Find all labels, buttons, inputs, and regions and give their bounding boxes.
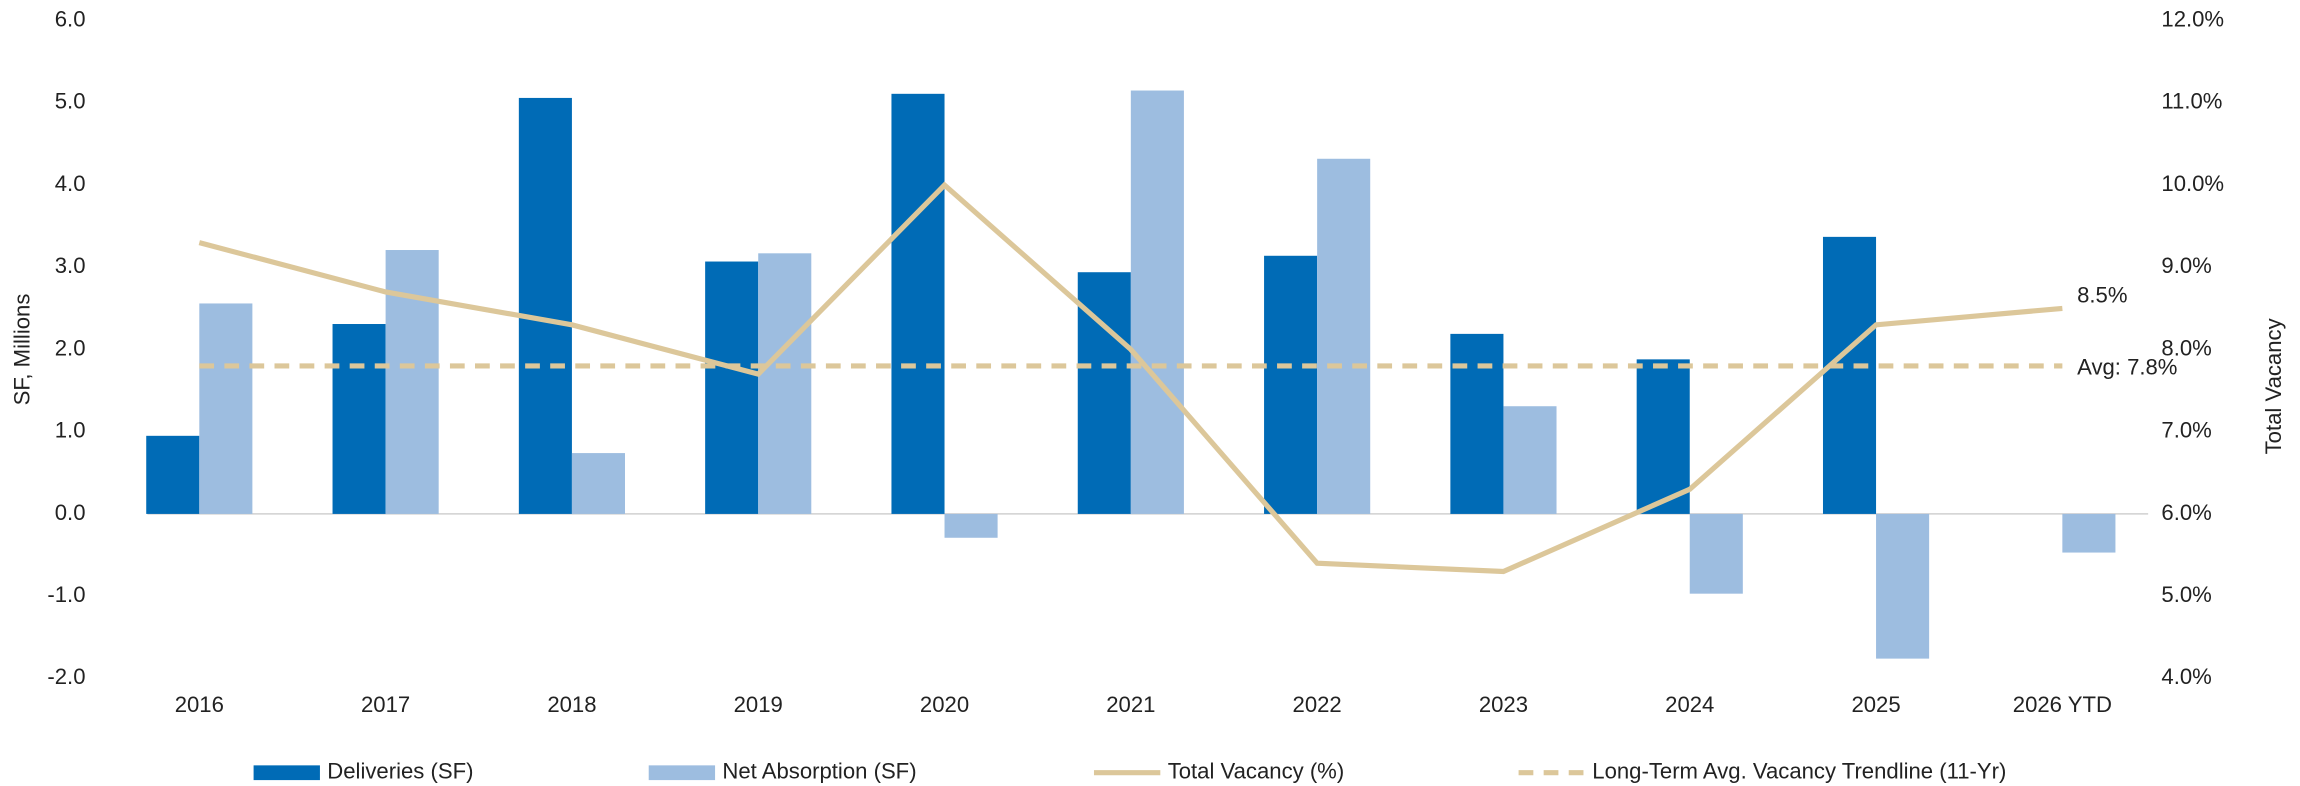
bar	[332, 324, 386, 514]
y-tick-label: 1.0	[55, 418, 86, 443]
data-label: 8.5%	[2077, 282, 2127, 307]
x-tick-label: 2018	[547, 692, 596, 717]
x-tick-label: 2022	[1293, 692, 1342, 717]
bar	[146, 435, 200, 514]
y-tick-label: 4.0	[55, 171, 86, 196]
bar	[385, 250, 439, 514]
y2-tick-label: 8.0%	[2161, 335, 2211, 360]
x-tick-label: 2025	[1851, 692, 1900, 717]
bar	[705, 261, 759, 514]
bar	[1503, 406, 1557, 514]
y2-tick-label: 10.0%	[2161, 171, 2224, 196]
x-tick-label: 2017	[361, 692, 410, 717]
y2-tick-label: 5.0%	[2161, 582, 2211, 607]
y-tick-label: 0.0	[55, 500, 86, 525]
y-axis-label: SF, Millions	[9, 294, 34, 406]
bar	[891, 93, 945, 514]
x-tick-label: 2016	[175, 692, 224, 717]
y-tick-label: -2.0	[47, 664, 85, 689]
data-label: Avg: 7.8%	[2077, 355, 2177, 380]
y2-tick-label: 9.0%	[2161, 253, 2211, 278]
bar	[2062, 513, 2116, 553]
bar	[1317, 158, 1371, 514]
y2-tick-label: 11.0%	[2161, 89, 2222, 114]
x-tick-label: 2020	[920, 692, 969, 717]
bar	[1450, 333, 1504, 514]
y2-tick-label: 7.0%	[2161, 418, 2211, 443]
bar	[518, 97, 572, 514]
x-tick-label: 2021	[1106, 692, 1155, 717]
bar	[1876, 513, 1930, 659]
y-tick-label: 6.0	[55, 6, 86, 31]
y2-tick-label: 12.0%	[2161, 6, 2224, 31]
y2-tick-label: 4.0%	[2161, 664, 2211, 689]
bar	[1822, 236, 1877, 514]
bar	[199, 303, 253, 514]
legend-swatch	[648, 765, 716, 781]
y2-tick-label: 6.0%	[2161, 500, 2211, 525]
x-tick-label: 2026 YTD	[2013, 692, 2112, 717]
legend-swatch	[253, 765, 320, 781]
y2-axis-label: Total Vacancy	[2261, 317, 2286, 454]
line	[198, 181, 2063, 575]
bar	[571, 453, 625, 514]
y-tick-label: -1.0	[47, 582, 85, 607]
legend-label: Deliveries (SF)	[327, 759, 473, 784]
x-tick-label: 2019	[734, 692, 783, 717]
y-tick-label: 2.0	[55, 335, 86, 360]
y-tick-label: 5.0	[55, 89, 86, 114]
bar	[1130, 90, 1184, 514]
bar	[758, 253, 812, 514]
legend-label: Total Vacancy (%)	[1168, 759, 1345, 784]
x-tick-label: 2023	[1479, 692, 1528, 717]
bar	[1636, 359, 1690, 514]
legend-label: Long-Term Avg. Vacancy Trendline (11-Yr)	[1592, 759, 2006, 784]
x-tick-label: 2024	[1665, 692, 1714, 717]
y-tick-label: 3.0	[55, 253, 86, 278]
bar	[944, 513, 998, 538]
bar	[1264, 255, 1318, 514]
legend-label: Net Absorption (SF)	[722, 759, 916, 784]
bar	[1689, 513, 1743, 594]
